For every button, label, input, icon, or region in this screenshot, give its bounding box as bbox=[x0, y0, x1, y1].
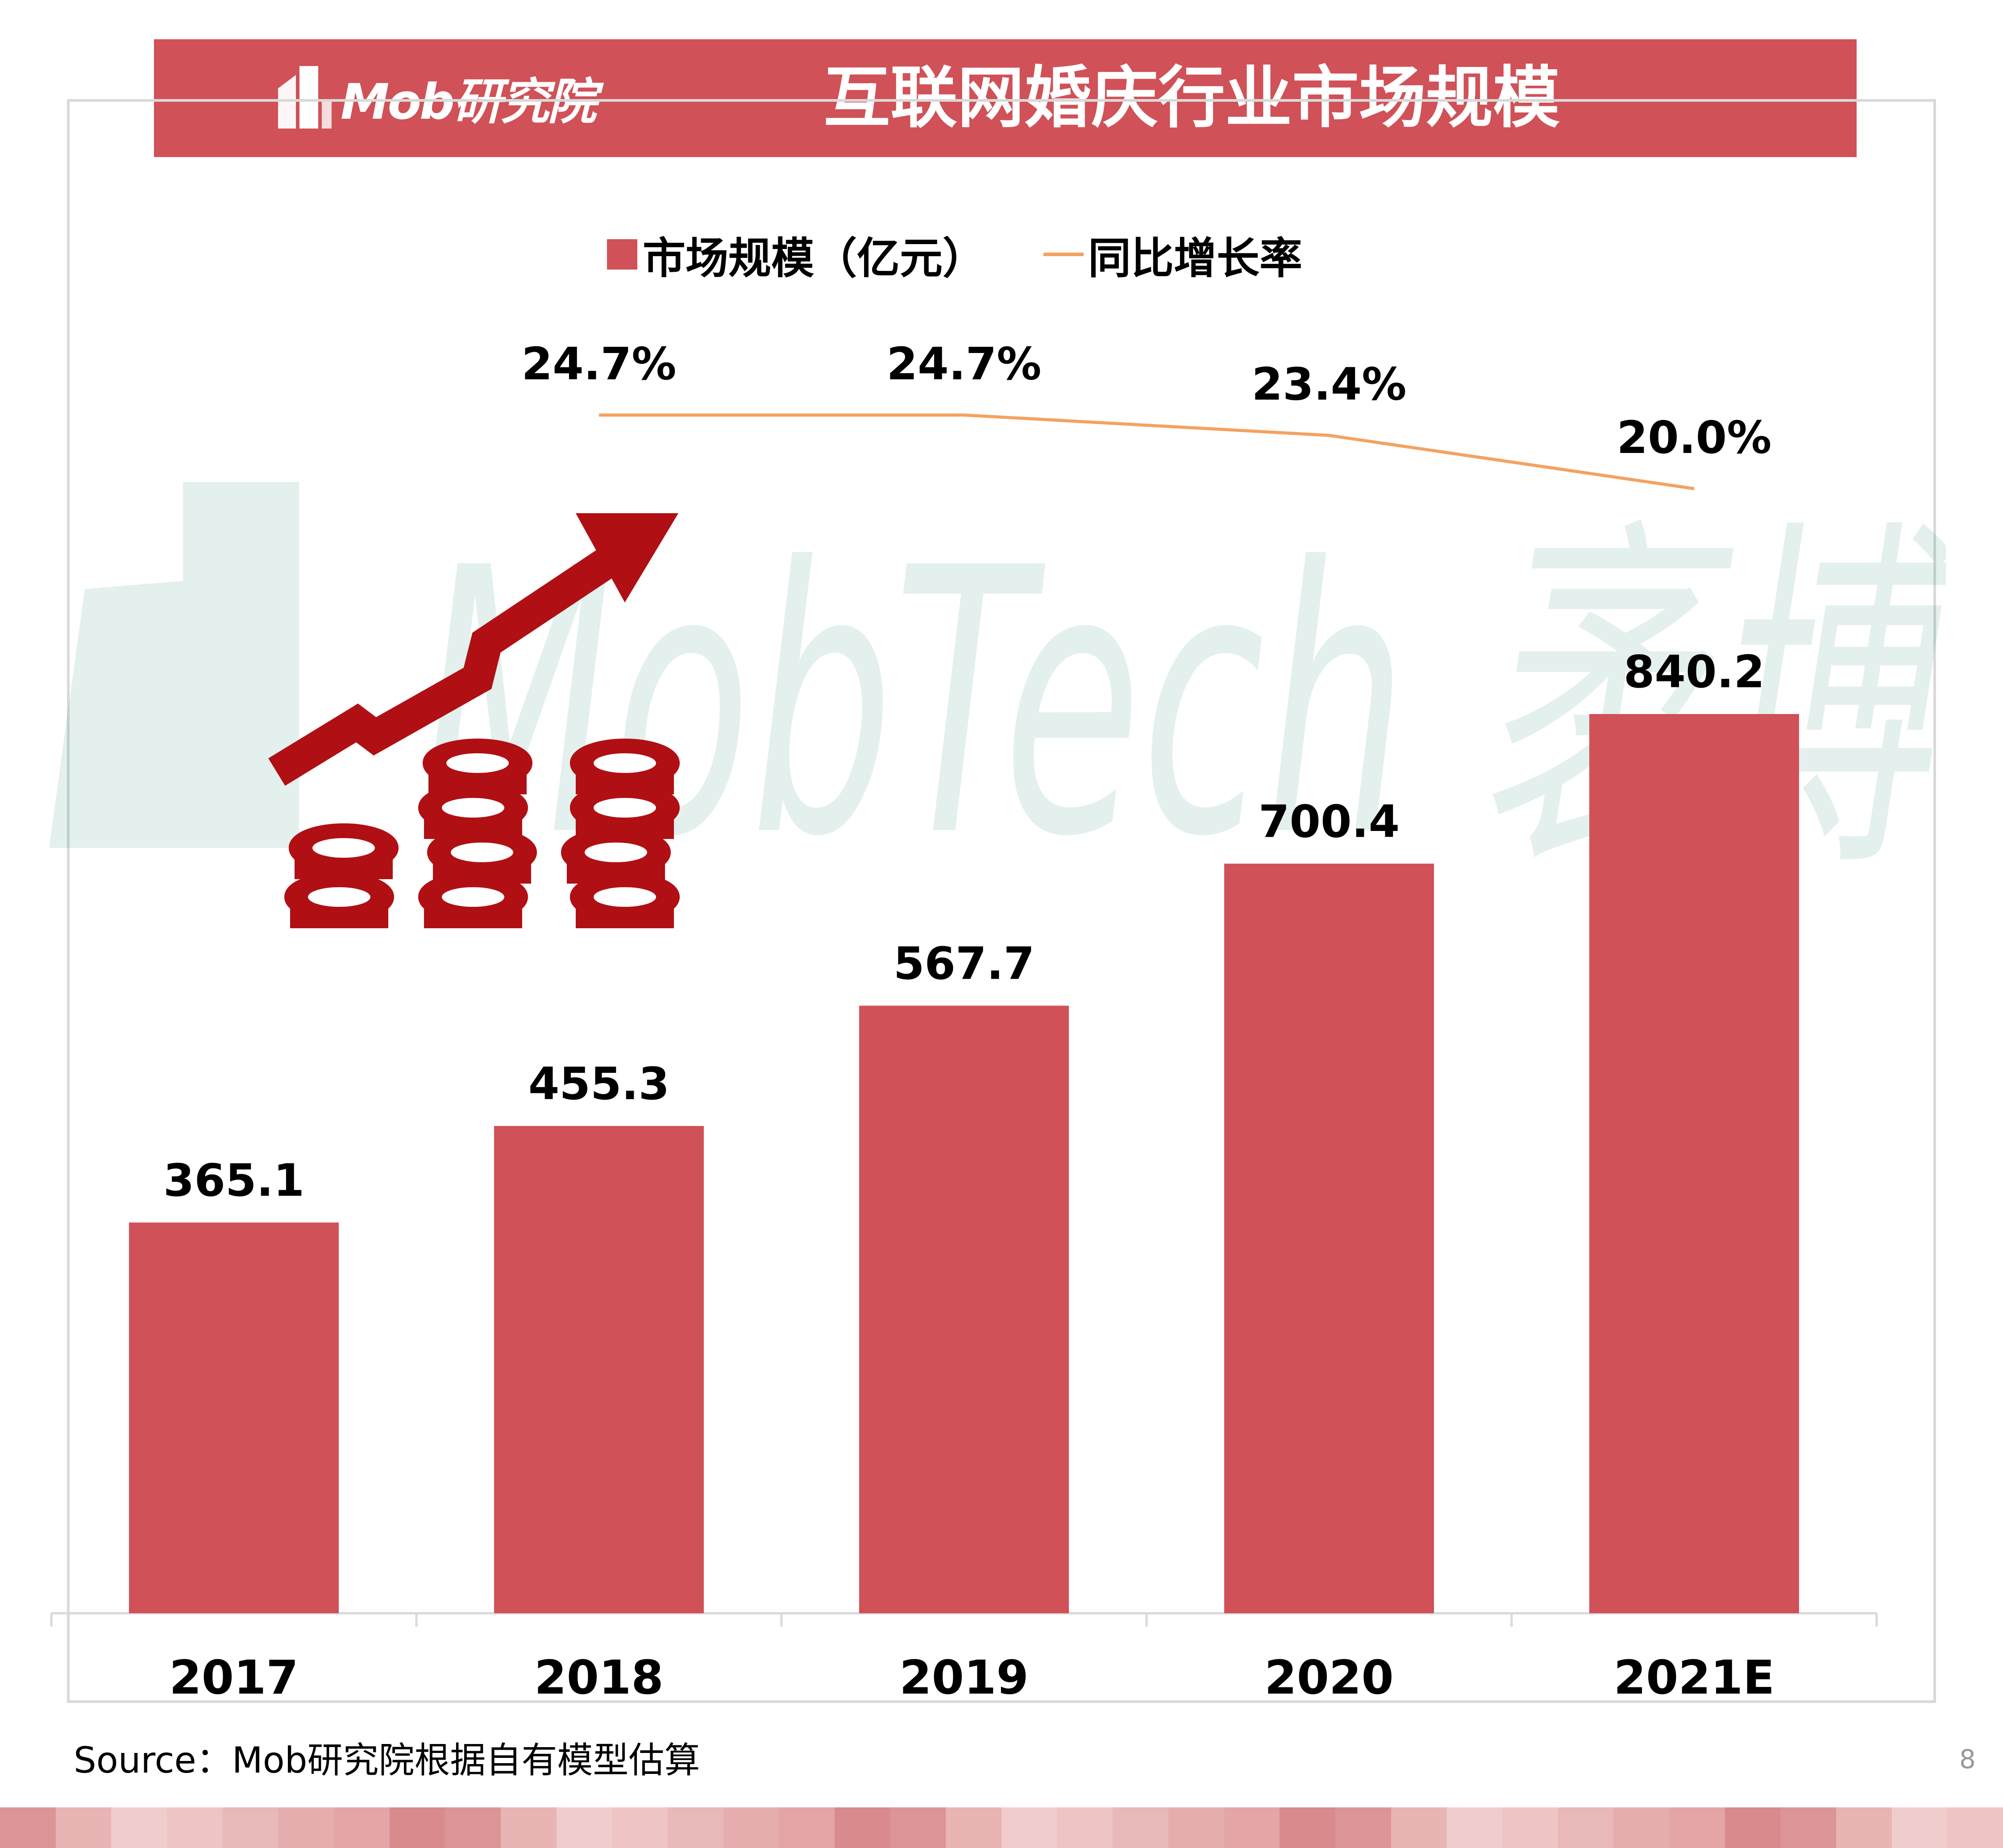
line-value-label: 23.4% bbox=[1252, 358, 1407, 411]
page-number: 8 bbox=[1959, 1744, 1976, 1774]
footer-tile bbox=[1836, 1807, 1892, 1848]
line-value-label: 20.0% bbox=[1617, 411, 1772, 464]
growth-illustration bbox=[268, 513, 680, 928]
x-tick-label: 2021E bbox=[1614, 1650, 1775, 1705]
footer-tile bbox=[1057, 1807, 1113, 1848]
growth-rate-line bbox=[599, 413, 1695, 490]
footer-strip bbox=[0, 1807, 2003, 1848]
line-value-label: 24.7% bbox=[887, 338, 1042, 390]
footer-tile bbox=[222, 1807, 278, 1848]
legend-bar-swatch bbox=[607, 239, 637, 270]
title-banner: Mob研究院 互联网婚庆行业市场规模 bbox=[154, 39, 1857, 157]
footer-tile bbox=[835, 1807, 890, 1848]
footer-tile bbox=[1002, 1807, 1057, 1848]
footer-tile bbox=[779, 1807, 835, 1848]
footer-tile bbox=[668, 1807, 723, 1848]
footer-tile bbox=[1391, 1807, 1447, 1848]
footer-tile bbox=[946, 1807, 1002, 1848]
footer-tile bbox=[1335, 1807, 1391, 1848]
footer-tile bbox=[55, 1807, 112, 1848]
footer-tile bbox=[1891, 1807, 1948, 1848]
footer-tile bbox=[1780, 1807, 1837, 1848]
footer-tile bbox=[1947, 1807, 2003, 1848]
bar bbox=[494, 1126, 704, 1613]
chart-frame bbox=[67, 99, 1936, 1703]
footer-tile bbox=[890, 1807, 946, 1848]
footer-tile bbox=[1558, 1807, 1614, 1848]
footer-tile bbox=[389, 1807, 445, 1848]
footer-tile bbox=[1168, 1807, 1224, 1848]
bar bbox=[1224, 864, 1434, 1613]
mob-logo: Mob研究院 bbox=[278, 57, 597, 137]
footer-tile bbox=[1224, 1807, 1280, 1848]
footer-tile bbox=[278, 1807, 334, 1848]
footer-tile bbox=[111, 1807, 167, 1848]
bar-value-label: 365.1 bbox=[163, 1154, 304, 1206]
bar-value-label: 567.7 bbox=[893, 938, 1035, 990]
footer-tile bbox=[556, 1807, 612, 1848]
footer-tile bbox=[0, 1807, 56, 1848]
footer-tile bbox=[1613, 1807, 1670, 1848]
footer-tile bbox=[1725, 1807, 1781, 1848]
x-tick-label: 2018 bbox=[534, 1650, 663, 1705]
footer-tile bbox=[1446, 1807, 1503, 1848]
source-note: Source：Mob研究院根据自有模型估算 bbox=[74, 1740, 700, 1781]
footer-tile bbox=[167, 1807, 223, 1848]
footer-tile bbox=[612, 1807, 668, 1848]
bar-value-label: 840.2 bbox=[1624, 646, 1765, 698]
mob-logo-icon bbox=[278, 66, 332, 129]
footer-tile bbox=[723, 1807, 779, 1848]
bar bbox=[859, 1005, 1069, 1613]
footer-tile bbox=[1280, 1807, 1336, 1848]
growth-arrow-icon bbox=[268, 513, 678, 786]
bar bbox=[129, 1222, 339, 1613]
page-title: 互联网婚庆行业市场规模 bbox=[823, 59, 1560, 137]
footer-tile bbox=[334, 1807, 390, 1848]
logo-text: Mob研究院 bbox=[341, 73, 597, 130]
legend: 市场规模（亿元） 同比增长率 bbox=[607, 223, 1302, 286]
footer-tile bbox=[1669, 1807, 1725, 1848]
legend-line-swatch bbox=[1043, 253, 1084, 256]
x-tick-label: 2017 bbox=[169, 1650, 298, 1705]
bar bbox=[1589, 714, 1799, 1613]
coin-stacks-icon bbox=[284, 739, 680, 928]
footer-tile bbox=[445, 1807, 501, 1848]
legend-line-label: 同比增长率 bbox=[1088, 233, 1302, 283]
line-value-label: 24.7% bbox=[522, 338, 677, 390]
footer-tile bbox=[1502, 1807, 1558, 1848]
footer-tile bbox=[501, 1807, 557, 1848]
x-tick-label: 2020 bbox=[1264, 1650, 1393, 1705]
x-tick-label: 2019 bbox=[899, 1650, 1028, 1705]
bar-value-label: 455.3 bbox=[528, 1058, 669, 1110]
legend-bar-label: 市场规模（亿元） bbox=[643, 233, 985, 283]
bar-value-label: 700.4 bbox=[1259, 795, 1400, 847]
footer-tile bbox=[1113, 1807, 1169, 1848]
